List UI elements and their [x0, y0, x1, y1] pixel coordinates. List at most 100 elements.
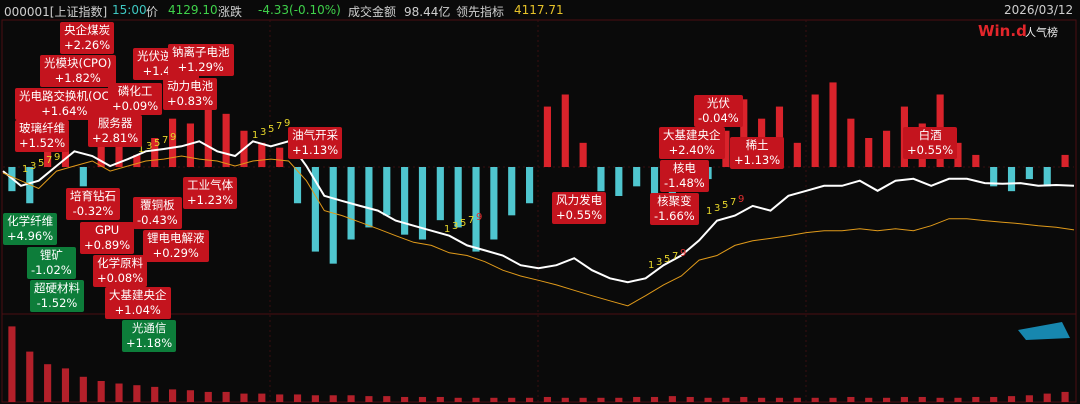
volume-bar [847, 396, 855, 402]
flow-bar [865, 138, 873, 167]
price-line [2, 140, 1075, 284]
sector-tag: 白酒 +0.55% [903, 127, 958, 159]
leader: 4117.71 [514, 3, 564, 17]
step-label: 7 [46, 155, 52, 166]
sector-name: 光通信 [131, 321, 167, 335]
step-label: 3 [146, 141, 152, 152]
sector-change: -1.66% [654, 209, 695, 223]
volume-bar [204, 391, 212, 402]
flow-bar [276, 147, 284, 167]
sector-name: 核聚变 [657, 194, 692, 208]
volume-bar [472, 397, 480, 402]
volume-bar [615, 397, 623, 402]
step-label: 7 [276, 121, 282, 132]
sector-tag: 光通信 +1.18% [122, 320, 177, 352]
volume-bar [401, 396, 409, 402]
sector-tag: 磷化工 +0.09% [108, 83, 163, 115]
sector-name: 动力电池 [167, 79, 214, 93]
volume-bar [722, 397, 730, 402]
flow-bar [44, 147, 52, 167]
volume-bar [347, 395, 355, 402]
flow-bar [169, 118, 177, 167]
sector-name: 玻璃纤维 [19, 121, 66, 135]
volume-bar [1025, 395, 1033, 402]
volume-bar [936, 397, 944, 402]
volume-bar [883, 397, 891, 402]
sector-name: 钠离子电池 [172, 45, 230, 59]
flow-bar [454, 167, 462, 228]
volume-bar [865, 397, 873, 402]
sector-change: +1.82% [54, 71, 101, 85]
step-label: 7 [730, 197, 736, 208]
step-label: 5 [722, 200, 728, 211]
step-label: 3 [452, 221, 458, 232]
step-label: 3 [656, 257, 662, 268]
volume-bar [829, 397, 837, 402]
volume-bar [8, 326, 16, 402]
volume-bar [151, 386, 159, 402]
step-label: 1 [444, 224, 450, 235]
flow-bar [186, 123, 194, 167]
sector-name: 超硬材料 [34, 281, 80, 295]
step-label: 1 [252, 130, 258, 141]
sector-tag: 锂电电解液 +0.29% [143, 230, 209, 262]
sector-name: 稀土 [745, 138, 769, 152]
volume-bar [954, 397, 962, 402]
flow-bar [508, 167, 516, 216]
price-label: 价 [146, 5, 159, 19]
flow-bar [793, 142, 801, 167]
sector-name: 工业气体 [187, 178, 234, 192]
flow-bar [1007, 167, 1016, 192]
volume-bar [740, 396, 748, 402]
volume-bar [97, 381, 105, 402]
step-label: 1 [706, 206, 712, 217]
flow-bar [847, 118, 855, 167]
leader-line [2, 155, 1075, 307]
sector-change: +1.29% [177, 60, 224, 74]
sector-tag: 超硬材料 -1.52% [30, 280, 84, 312]
sector-tag: 玻璃纤维 +1.52% [15, 120, 70, 152]
sector-tag: 光模块(CPO) +1.82% [40, 55, 116, 87]
volume-bar [793, 397, 801, 402]
sector-tag: 服务器 +2.81% [88, 115, 143, 147]
volume-bar [597, 397, 605, 402]
flow-bar [133, 154, 141, 167]
volume-bar [186, 390, 194, 402]
step-label: 7 [162, 135, 168, 146]
volume-bar [668, 396, 676, 402]
frame [1, 19, 1077, 403]
sector-tag: 核聚变 -1.66% [650, 193, 699, 225]
sector-change: +0.09% [112, 99, 159, 113]
sector-name: 化学原料 [97, 256, 144, 270]
step-label: 9 [54, 152, 60, 163]
sector-name: 服务器 [97, 116, 133, 130]
volume-bar [26, 351, 34, 402]
flow-bar [954, 142, 962, 167]
volume-bar [79, 376, 87, 402]
sector-change: +0.83% [167, 94, 214, 108]
volume-bar [990, 396, 998, 402]
volume-bar [311, 395, 319, 402]
step-label: 9 [476, 212, 482, 223]
flow-bar [883, 130, 891, 167]
step-label: 5 [38, 158, 44, 169]
flow-bar [79, 167, 87, 187]
brand-name: Win.d [978, 22, 1027, 40]
volume-bar [650, 396, 659, 402]
change-label: 涨跌 [218, 5, 243, 19]
volume-bar [758, 397, 766, 402]
volume-bar [811, 397, 819, 402]
date: 2026/03/12 [1004, 3, 1074, 17]
sector-change: +2.40% [668, 143, 715, 157]
sector-change: -1.48% [664, 176, 705, 190]
sector-tag: 工业气体 +1.23% [183, 177, 238, 209]
sector-name: GPU [94, 223, 120, 237]
sector-name: 磷化工 [117, 84, 153, 98]
sector-tag: 央企煤炭 +2.26% [60, 22, 115, 54]
sector-change: +2.26% [64, 38, 111, 52]
sector-tag: 风力发电 +0.55% [552, 192, 607, 224]
volume-bar [418, 396, 427, 402]
sector-change: +1.13% [734, 153, 781, 167]
sector-name: 锂矿 [39, 248, 63, 262]
volume-bar [222, 391, 230, 402]
